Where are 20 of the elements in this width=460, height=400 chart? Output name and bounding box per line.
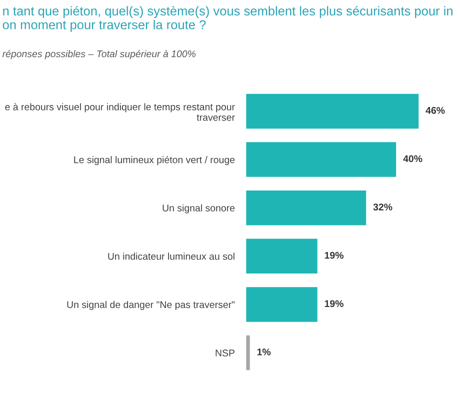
text: réponses possibles – Total supérieur à 100% <box>2 50 196 60</box>
data-label: 46% <box>426 106 445 114</box>
bar <box>246 94 419 129</box>
data-label: 32% <box>373 204 392 210</box>
y-tick-label: Un signal sonore <box>162 204 235 214</box>
bar <box>246 142 396 177</box>
y-tick-label: Un indicateur lumineux au sol <box>108 252 234 260</box>
data-label: 1% <box>257 348 271 356</box>
y-tick-label: Un signal de danger "Ne pas traverser" <box>67 300 235 310</box>
data-label: 19% <box>324 300 344 308</box>
bar <box>246 287 318 322</box>
y-tick-label: NSP <box>216 350 234 356</box>
bar <box>246 190 366 226</box>
data-label: 40% <box>403 155 422 162</box>
y-tick-label: Le signal lumineux piéton vert / rouge <box>74 156 235 166</box>
bar <box>246 238 318 274</box>
y-tick-label: e à rebours visuel pour indiquer le temps restant pour traverser <box>5 103 235 121</box>
chart-title: n tant que piéton, quel(s) système(s) vous semblent les plus sécurisants pour in on moment pour traverser la route ? <box>2 6 452 32</box>
data-label: 19% <box>324 252 344 259</box>
bar <box>246 335 250 370</box>
